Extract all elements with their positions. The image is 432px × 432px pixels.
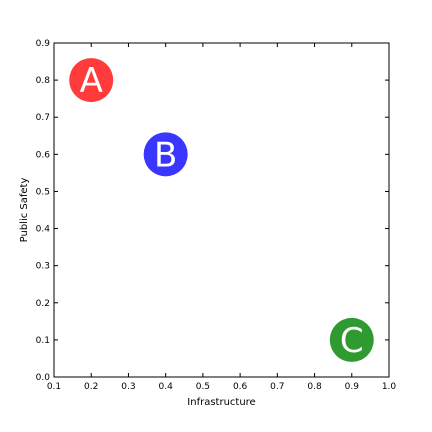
y-axis-label: Public Safety [19, 178, 30, 243]
y-axis-ticks: 0.0 0.1 0.2 0.3 0.4 0.5 0.6 0.7 0.8 0.9 [36, 39, 389, 383]
y-tick-label: 0.3 [36, 262, 50, 272]
x-tick-label: 0.4 [159, 382, 174, 392]
x-tick-label: 0.6 [233, 382, 248, 392]
point-marker-c [329, 317, 374, 362]
plot-frame [53, 42, 390, 378]
point-marker-a [69, 58, 114, 103]
x-tick-label: 0.7 [270, 382, 284, 392]
x-axis-ticks: 0.1 0.2 0.3 0.4 0.5 0.6 0.7 0.8 0.9 1.0 [47, 43, 397, 392]
y-tick-label: 0.9 [36, 39, 51, 49]
data-points: A B C [69, 58, 374, 362]
y-tick-label: 0.7 [36, 113, 50, 123]
x-tick-label: 0.9 [345, 382, 360, 392]
y-tick-label: 0.4 [36, 225, 51, 235]
y-tick-label: 0.8 [36, 76, 51, 86]
x-axis-label: Infrastructure [187, 397, 255, 408]
plot-area [54, 43, 389, 377]
x-tick-label: 1.0 [382, 382, 397, 392]
y-tick-label: 0.1 [36, 336, 50, 346]
x-tick-label: 0.2 [84, 382, 98, 392]
point-marker-b [143, 132, 188, 177]
x-tick-label: 0.3 [121, 382, 135, 392]
x-tick-label: 0.1 [47, 382, 61, 392]
y-tick-label: 0.2 [36, 299, 50, 309]
point-label-a: A [80, 61, 103, 101]
x-tick-label: 0.8 [307, 382, 322, 392]
point-label-b: B [154, 135, 177, 175]
point-label-c: C [340, 321, 364, 361]
y-tick-label: 0.6 [36, 150, 51, 160]
x-tick-label: 0.5 [196, 382, 210, 392]
y-tick-label: 0.0 [36, 373, 51, 383]
y-tick-label: 0.5 [36, 187, 50, 197]
